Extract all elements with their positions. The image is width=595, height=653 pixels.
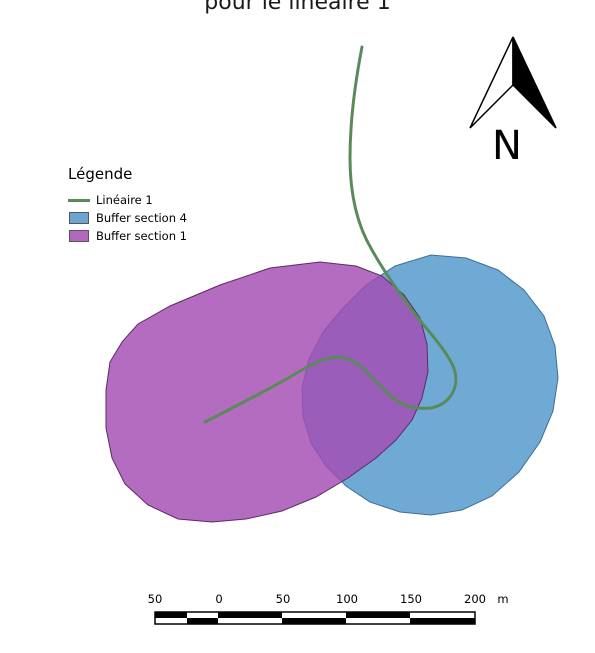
north-arrow-icon <box>469 36 557 129</box>
scale-label: 50 <box>147 592 163 606</box>
scale-unit: m <box>497 592 509 606</box>
legend-title: Légende <box>68 165 133 183</box>
scale-label: 200 <box>464 592 486 606</box>
legend-item-buffer-section-1: Buffer section 1 <box>68 227 187 245</box>
scale-label: 150 <box>400 592 422 606</box>
lineaire-1-line <box>203 45 458 424</box>
legend-item-lineaire-1: Linéaire 1 <box>68 191 187 209</box>
line-symbol-icon <box>68 198 90 202</box>
scale-label: 50 <box>275 592 291 606</box>
scale-bar <box>154 611 476 625</box>
polygon-symbol-icon <box>69 212 89 224</box>
map-title: pour le linéaire 1 <box>204 0 391 15</box>
legend-item-buffer-section-4: Buffer section 4 <box>68 209 187 227</box>
north-label: N <box>492 123 522 169</box>
legend: Légende Linéaire 1 Buffer section 4 Buff… <box>68 165 187 245</box>
legend-item-label: Buffer section 4 <box>96 211 187 225</box>
legend-item-label: Linéaire 1 <box>96 193 153 207</box>
scale-label: 100 <box>336 592 358 606</box>
scale-label: 0 <box>215 592 223 606</box>
legend-item-label: Buffer section 1 <box>96 229 187 243</box>
buffer-section-1-polygon <box>105 261 429 523</box>
polygon-symbol-icon <box>69 230 89 242</box>
